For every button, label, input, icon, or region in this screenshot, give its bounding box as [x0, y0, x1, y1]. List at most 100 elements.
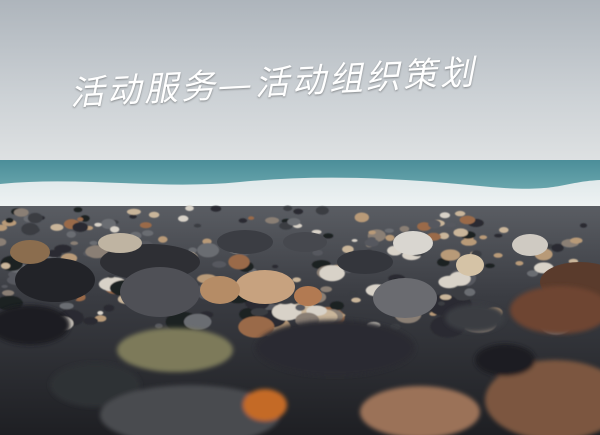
pebble: [354, 212, 369, 223]
pebble: [197, 243, 220, 258]
pebble: [139, 222, 152, 229]
pebble: [515, 261, 524, 266]
pebble: [250, 308, 269, 316]
pebble: [399, 225, 410, 233]
pebble: [459, 215, 476, 225]
pebble: [351, 297, 361, 303]
pebble: [493, 253, 503, 258]
near-pebbles: [0, 286, 600, 435]
pebble: [158, 236, 168, 243]
pebble: [73, 207, 83, 213]
pebble: [154, 323, 163, 329]
pebble: [460, 238, 477, 246]
pebble: [126, 208, 141, 215]
pebble: [385, 234, 395, 242]
pebble: [494, 233, 503, 238]
pebble: [13, 208, 29, 217]
pebble: [551, 243, 564, 252]
pebble: [178, 215, 189, 222]
pebble: [319, 265, 345, 282]
pebble: [364, 238, 379, 247]
pebble: [271, 302, 302, 321]
pebble: [315, 206, 329, 215]
pebble: [293, 208, 304, 215]
pebble: [107, 274, 115, 279]
pebble: [228, 254, 250, 270]
pebble: [272, 264, 279, 269]
pebble: [351, 239, 358, 242]
pebble: [440, 249, 461, 261]
pebble: [367, 237, 376, 241]
pebble: [66, 231, 76, 238]
pebble: [202, 238, 212, 245]
pebble: [417, 222, 432, 231]
pebble: [97, 310, 104, 315]
pebble: [439, 212, 451, 219]
pebble: [248, 216, 255, 220]
pebble: [526, 270, 539, 277]
pebble: [72, 222, 88, 232]
pebble: [1, 284, 8, 289]
pebble: [94, 222, 102, 227]
pebble: [110, 226, 120, 233]
pebble: [265, 217, 280, 224]
pebble: [142, 230, 154, 237]
pebble: [438, 275, 460, 289]
pebble: [101, 218, 116, 229]
pebble: [580, 223, 587, 228]
pebble: [103, 304, 115, 312]
pebble: [320, 286, 333, 293]
pebble: [54, 244, 72, 253]
pebble: [323, 233, 334, 239]
pebble: [312, 249, 323, 256]
surf-foam: [0, 177, 600, 214]
pebble: [83, 317, 98, 325]
pebble: [212, 261, 227, 268]
pebble: [0, 224, 8, 231]
pebble: [283, 205, 293, 212]
pebble: [437, 301, 445, 306]
pebble: [485, 263, 495, 269]
pebble: [479, 235, 488, 240]
pebble: [439, 294, 452, 300]
pebble: [5, 218, 14, 223]
pebble: [295, 304, 306, 311]
pebble: [368, 230, 376, 235]
pebble: [238, 218, 248, 223]
pebble: [193, 223, 202, 228]
pebble: [349, 291, 358, 295]
mid-pebbles: [10, 230, 600, 318]
pebble: [464, 288, 476, 297]
pebble: [77, 217, 84, 222]
pebble: [438, 232, 450, 240]
pebble: [70, 241, 79, 246]
pebble: [384, 228, 394, 233]
pebble: [27, 212, 43, 224]
pebble: [446, 222, 457, 228]
pebble: [454, 210, 466, 217]
pebble: [89, 240, 98, 246]
sky: [0, 0, 600, 165]
pebble: [287, 218, 301, 226]
pebble: [22, 225, 40, 234]
pebble: [185, 205, 194, 211]
pebble: [2, 290, 15, 296]
pebble: [5, 259, 12, 263]
pebble: [59, 302, 74, 310]
pebble: [0, 262, 11, 269]
pebble: [292, 277, 302, 283]
pebble: [148, 211, 160, 218]
pebble: [50, 223, 64, 231]
pebble: [570, 237, 583, 244]
pebble: [453, 228, 469, 237]
pebble: [428, 219, 441, 229]
pebble: [129, 214, 137, 219]
pebble: [499, 227, 509, 233]
pebble: [342, 245, 354, 254]
pebble: [238, 316, 275, 338]
pebble: [329, 301, 344, 311]
pebble: [183, 313, 212, 330]
pebble: [0, 238, 7, 247]
